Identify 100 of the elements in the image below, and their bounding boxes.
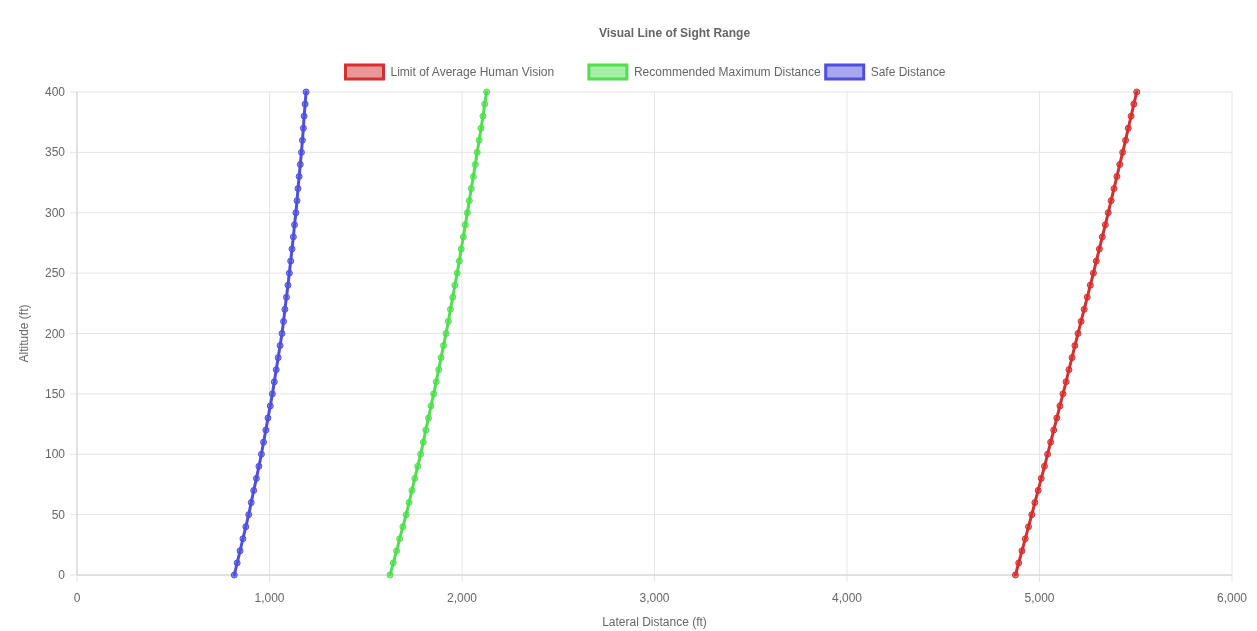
- point: [262, 426, 270, 434]
- point: [1044, 450, 1052, 458]
- point: [288, 245, 296, 253]
- point: [1107, 197, 1115, 205]
- x-axis-title: Lateral Distance (ft): [602, 615, 707, 629]
- point: [459, 233, 467, 241]
- point: [1011, 571, 1019, 579]
- point: [417, 450, 425, 458]
- point: [440, 342, 447, 350]
- point: [1080, 305, 1088, 313]
- point: [435, 366, 443, 374]
- point: [1025, 523, 1033, 531]
- point: [276, 342, 284, 350]
- legend-label: Safe Distance: [870, 65, 946, 79]
- point: [239, 535, 247, 543]
- point: [268, 390, 276, 398]
- point: [245, 511, 253, 519]
- point: [247, 499, 255, 507]
- legend-label: Recommended Maximum Distance: [633, 65, 821, 79]
- point: [389, 559, 397, 567]
- point: [432, 378, 440, 386]
- point: [1122, 136, 1130, 144]
- point: [463, 209, 471, 217]
- point: [446, 305, 454, 313]
- point: [411, 474, 419, 482]
- point: [289, 233, 297, 241]
- point: [1116, 160, 1124, 168]
- point: [297, 148, 305, 156]
- point: [444, 317, 452, 325]
- point: [430, 390, 438, 398]
- point: [469, 173, 477, 180]
- x-tick-label: 5,000: [1024, 591, 1055, 605]
- point: [414, 462, 422, 470]
- y-tick-label: 100: [44, 447, 66, 462]
- point: [298, 136, 306, 144]
- point: [294, 185, 302, 193]
- point: [1124, 124, 1132, 132]
- point: [1089, 269, 1097, 277]
- point: [473, 148, 481, 156]
- point: [1110, 185, 1118, 193]
- point: [477, 124, 485, 132]
- point: [230, 571, 238, 579]
- point: [266, 402, 274, 410]
- point: [1068, 354, 1076, 362]
- point: [1050, 426, 1058, 434]
- point: [250, 487, 258, 494]
- point: [467, 185, 475, 193]
- point: [301, 100, 309, 108]
- point: [242, 523, 250, 531]
- point: [399, 523, 407, 531]
- x-tick-label: 6,000: [1216, 591, 1248, 605]
- point: [257, 450, 265, 458]
- point: [455, 257, 463, 265]
- point: [293, 197, 301, 205]
- point: [405, 499, 413, 507]
- point: [281, 305, 289, 313]
- point: [457, 245, 465, 253]
- point: [437, 354, 445, 362]
- point: [1095, 245, 1103, 253]
- point: [1098, 233, 1106, 241]
- point: [1028, 511, 1036, 519]
- y-tick-label: 50: [51, 507, 66, 522]
- point: [300, 112, 308, 120]
- y-tick-label: 150: [44, 386, 66, 401]
- point: [1034, 487, 1042, 494]
- point: [419, 438, 427, 446]
- point: [1018, 547, 1026, 555]
- point: [481, 100, 489, 108]
- point: [292, 209, 300, 217]
- point: [442, 330, 450, 337]
- point: [260, 438, 268, 446]
- point: [302, 88, 310, 96]
- point: [1113, 173, 1121, 180]
- point: [1133, 88, 1141, 96]
- point: [1053, 414, 1061, 422]
- point: [264, 414, 272, 422]
- point: [1065, 366, 1073, 374]
- point: [282, 293, 290, 301]
- point: [427, 402, 435, 410]
- point: [425, 414, 432, 422]
- y-tick-label: 400: [44, 85, 66, 99]
- point: [475, 136, 483, 144]
- point: [422, 426, 430, 434]
- point: [1077, 317, 1085, 325]
- x-tick-label: 1,000: [254, 591, 285, 605]
- x-tick-label: 0: [73, 591, 81, 605]
- point: [1083, 293, 1091, 301]
- point: [1015, 559, 1023, 567]
- point: [1130, 100, 1138, 108]
- point: [1021, 535, 1029, 543]
- x-tick-label: 4,000: [831, 591, 863, 605]
- point: [1119, 148, 1127, 156]
- point: [1059, 390, 1067, 398]
- point: [461, 221, 469, 229]
- point: [453, 269, 461, 277]
- point: [1074, 330, 1082, 337]
- point: [299, 124, 307, 132]
- point: [1086, 281, 1094, 289]
- point: [1127, 112, 1135, 120]
- point: [449, 293, 457, 301]
